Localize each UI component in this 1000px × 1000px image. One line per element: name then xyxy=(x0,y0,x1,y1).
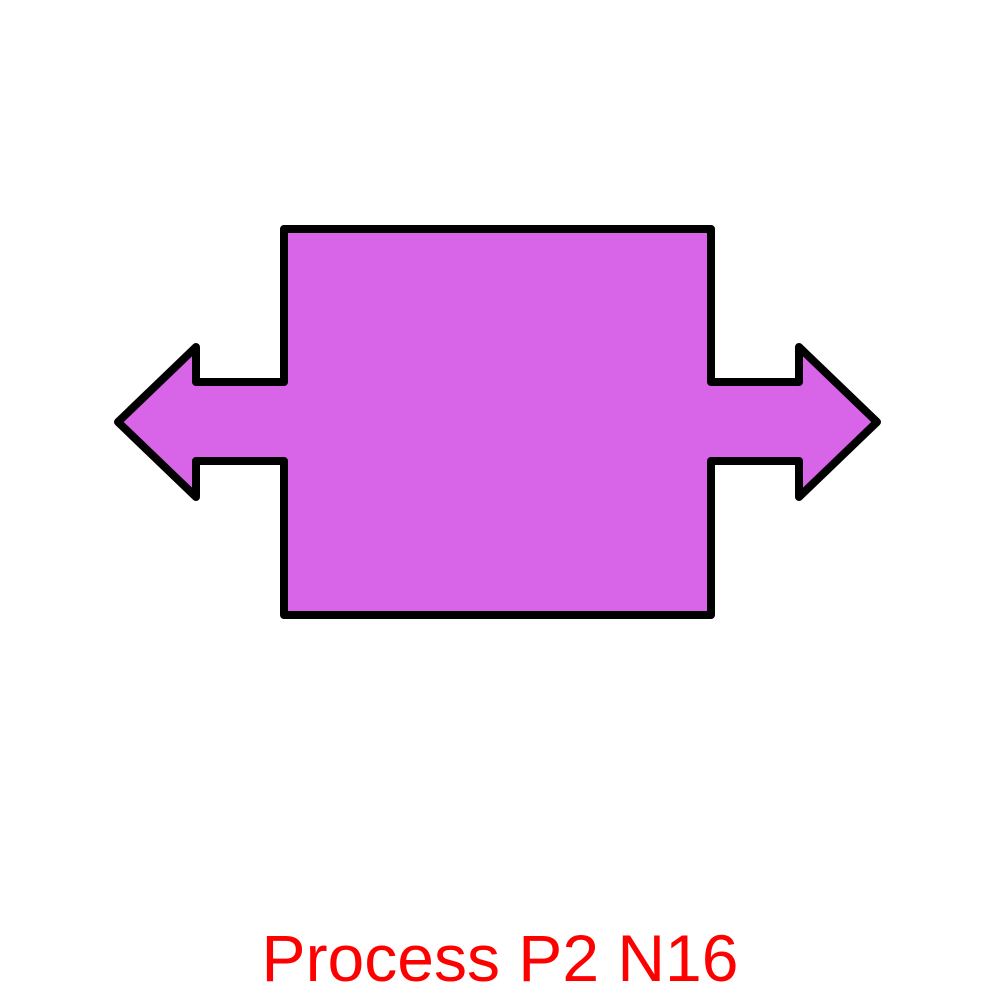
process-double-arrow-shape xyxy=(114,225,881,619)
process-caption: Process P2 N16 xyxy=(261,921,739,995)
